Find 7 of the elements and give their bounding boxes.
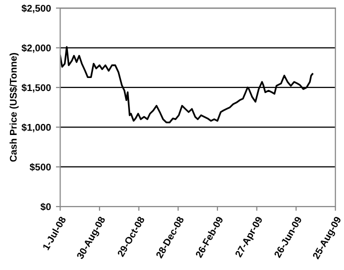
y-axis-title: Cash Price (US$/Tonne) [9,53,19,162]
y-tick-label: $1,000 [22,123,51,132]
y-tick-label: $2,500 [22,4,51,14]
y-tick-label: $2,000 [22,44,51,53]
y-tick-label: $1,500 [22,84,51,93]
y-tick-label: $500 [30,163,51,172]
y-tick-label: $0 [40,202,51,211]
